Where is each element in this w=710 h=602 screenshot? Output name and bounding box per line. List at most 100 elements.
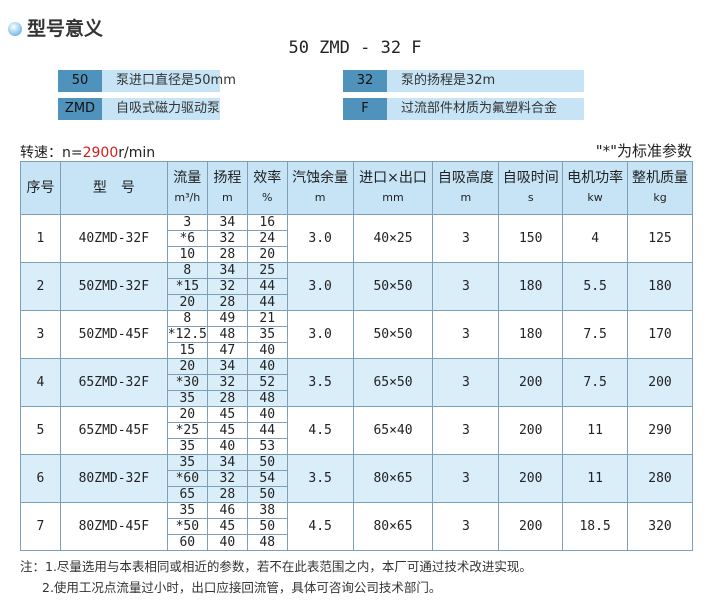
column-header: 自吸高度 m <box>432 161 500 215</box>
suction-height-cell: 3 <box>432 262 500 311</box>
column-header: 序号 <box>20 161 61 215</box>
port-cell: 50×50 <box>352 310 434 359</box>
npsh-cell: 3.0 <box>286 262 354 311</box>
table-row: 15 47 40 <box>21 342 693 359</box>
head-cell: 49 <box>206 310 248 327</box>
flow-cell: *60 <box>166 470 208 487</box>
table-row: 35 28 48 <box>21 390 693 407</box>
efficiency-cell: 53 <box>246 438 288 455</box>
suction-time-cell: 200 <box>498 406 564 455</box>
table-row: 20 28 44 <box>21 294 693 311</box>
model-cell: 40ZMD-32F <box>59 214 168 263</box>
flow-cell: 35 <box>166 390 208 407</box>
efficiency-cell: 35 <box>246 326 288 343</box>
column-header: 整机质量 kg <box>627 161 693 215</box>
mass-cell: 170 <box>627 310 693 359</box>
port-cell: 40×25 <box>352 214 434 263</box>
column-header-unit: s <box>527 191 534 204</box>
mass-cell: 290 <box>627 406 693 455</box>
row-number: 3 <box>20 310 61 359</box>
column-header-label: 效率 <box>253 170 282 186</box>
power-cell: 5.5 <box>562 262 629 311</box>
flow-cell: 8 <box>166 310 208 327</box>
table-row: *30 32 52 <box>21 374 693 391</box>
table-row: *60 32 54 <box>21 470 693 487</box>
column-header-unit: m <box>221 191 233 204</box>
flow-cell: 35 <box>166 454 208 471</box>
power-cell: 7.5 <box>562 310 629 359</box>
head-cell: 48 <box>206 326 248 343</box>
column-header-label: 自吸高度 <box>437 170 494 186</box>
suction-time-cell: 200 <box>498 358 564 407</box>
efficiency-cell: 44 <box>246 294 288 311</box>
model-cell: 80ZMD-32F <box>59 454 168 503</box>
flow-cell: 8 <box>166 262 208 279</box>
column-header-unit: m <box>314 191 326 204</box>
flow-cell: 3 <box>166 214 208 231</box>
speed-value: 2900 <box>82 145 119 161</box>
legend-item: 32 泵的扬程是32m <box>343 70 584 92</box>
suction-height-cell: 3 <box>432 502 500 551</box>
column-header-label: 电机功率 <box>567 170 624 186</box>
head-cell: 28 <box>206 486 248 503</box>
flow-cell: 35 <box>166 438 208 455</box>
legend-item: 50 泵进口直径是50mm <box>58 70 236 92</box>
flow-cell: *15 <box>166 278 208 295</box>
column-header-unit: mm <box>382 191 404 204</box>
model-cell: 80ZMD-45F <box>59 502 168 551</box>
head-cell: 32 <box>206 374 248 391</box>
flow-cell: *25 <box>166 422 208 439</box>
power-cell: 11 <box>562 454 629 503</box>
legend-item: ZMD 自吸式磁力驱动泵 <box>58 98 220 120</box>
table-row: 65 28 50 <box>21 486 693 503</box>
speed-label: 转速：n= <box>20 145 83 161</box>
efficiency-cell: 48 <box>246 390 288 407</box>
head-cell: 34 <box>206 262 248 279</box>
efficiency-cell: 38 <box>246 502 288 519</box>
legend-meaning: 泵的扬程是32m <box>401 73 496 88</box>
table-row: 6 80ZMD-32F 35 34 50 3.5 80×65 3 200 11 280 <box>20 454 693 503</box>
column-header: 进口×出口 mm <box>352 161 434 215</box>
power-cell: 18.5 <box>562 502 629 551</box>
efficiency-cell: 48 <box>246 534 288 551</box>
efficiency-cell: 40 <box>246 342 288 359</box>
note-2: 2.使用工况点流量过小时，出口应接回流管，具体可咨询公司技术部门。 <box>42 580 442 595</box>
flow-cell: 15 <box>166 342 208 359</box>
column-header: 流量 m³/h <box>166 161 208 215</box>
column-header-label: 型 号 <box>92 180 135 196</box>
model-cell: 50ZMD-45F <box>59 310 168 359</box>
head-cell: 32 <box>206 278 248 295</box>
suction-height-cell: 3 <box>432 310 500 359</box>
efficiency-cell: 21 <box>246 310 288 327</box>
column-header: 汽蚀余量 m <box>286 161 354 215</box>
flow-cell: *30 <box>166 374 208 391</box>
flow-cell: 10 <box>166 246 208 263</box>
efficiency-cell: 24 <box>246 230 288 247</box>
model-cell: 50ZMD-32F <box>59 262 168 311</box>
column-header-label: 扬程 <box>213 170 242 186</box>
head-cell: 34 <box>206 214 248 231</box>
head-cell: 32 <box>206 230 248 247</box>
head-cell: 47 <box>206 342 248 359</box>
npsh-cell: 4.5 <box>286 502 354 551</box>
port-cell: 65×50 <box>352 358 434 407</box>
column-header: 型 号 <box>59 161 168 215</box>
row-number: 1 <box>20 214 61 263</box>
table-row: 1 40ZMD-32F 3 34 16 3.0 40×25 3 150 4 125 <box>20 214 693 263</box>
npsh-cell: 3.5 <box>286 358 354 407</box>
head-cell: 32 <box>206 470 248 487</box>
column-header-label: 流量 <box>173 170 202 186</box>
column-header-unit: m <box>460 191 472 204</box>
head-cell: 40 <box>206 534 248 551</box>
efficiency-cell: 50 <box>246 454 288 471</box>
suction-height-cell: 3 <box>432 214 500 263</box>
suction-height-cell: 3 <box>432 358 500 407</box>
table-row: *12.5 48 35 <box>21 326 693 343</box>
npsh-cell: 3.5 <box>286 454 354 503</box>
standard-note: "*"为标准参数 <box>595 142 692 160</box>
table-row: 5 65ZMD-45F 20 45 40 4.5 65×40 3 200 11 290 <box>20 406 693 455</box>
suction-time-cell: 180 <box>498 262 564 311</box>
flow-cell: 35 <box>166 502 208 519</box>
npsh-cell: 3.0 <box>286 310 354 359</box>
